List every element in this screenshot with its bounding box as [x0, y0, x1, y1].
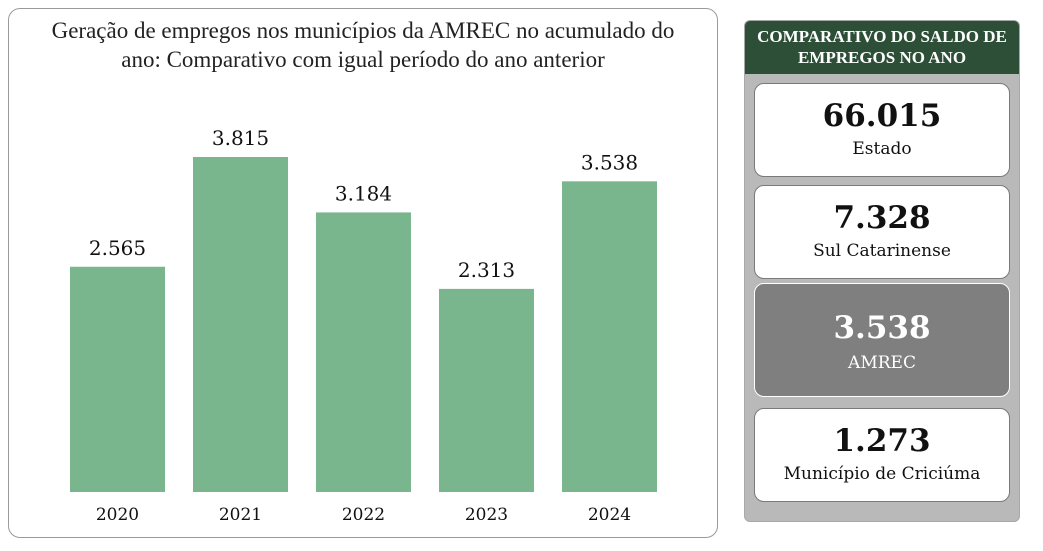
data-label-2021: 3.815: [212, 126, 269, 150]
bar-2020: [70, 266, 165, 492]
stat-label: AMREC: [848, 353, 916, 373]
stat-card-sul-catarinense: 7.328 Sul Catarinense: [754, 185, 1010, 279]
bar-chart: 2.565 2020 3.815 2021 3.184 2022 2.313 2023 3.53…: [70, 126, 657, 525]
bar-2024: [562, 181, 657, 492]
comparison-header: COMPARATIVO DO SALDO DE EMPREGOS NO ANO: [745, 21, 1019, 74]
bar-2023: [439, 288, 534, 492]
stat-value: 7.328: [833, 200, 931, 236]
x-tick-2024: 2024: [588, 505, 631, 525]
comparison-panel: COMPARATIVO DO SALDO DE EMPREGOS NO ANO …: [744, 20, 1020, 522]
stat-card-municipio-criciuma: 1.273 Município de Criciúma: [754, 408, 1010, 502]
x-tick-2021: 2021: [219, 505, 262, 525]
data-label-2020: 2.565: [89, 236, 146, 260]
stat-label: Município de Criciúma: [783, 464, 981, 484]
x-tick-2022: 2022: [342, 505, 385, 525]
data-label-2023: 2.313: [458, 258, 515, 282]
stat-card-estado: 66.015 Estado: [754, 83, 1010, 177]
stat-card-amrec: 3.538 AMREC: [754, 283, 1010, 397]
data-label-2022: 3.184: [335, 181, 392, 205]
chart-title: Geração de empregos nos municípios da AM…: [51, 18, 675, 72]
stat-value: 3.538: [833, 310, 931, 346]
x-tick-2020: 2020: [96, 505, 139, 525]
data-label-2024: 3.538: [581, 150, 638, 174]
stat-label: Estado: [852, 139, 912, 159]
stat-value: 66.015: [822, 98, 942, 134]
bar-2021: [193, 157, 288, 492]
bar-2022: [316, 212, 411, 492]
chart-panel: Geração de empregos nos municípios da AM…: [8, 8, 718, 538]
stat-value: 1.273: [833, 423, 931, 459]
stat-label: Sul Catarinense: [813, 241, 951, 261]
x-tick-2023: 2023: [465, 505, 508, 525]
